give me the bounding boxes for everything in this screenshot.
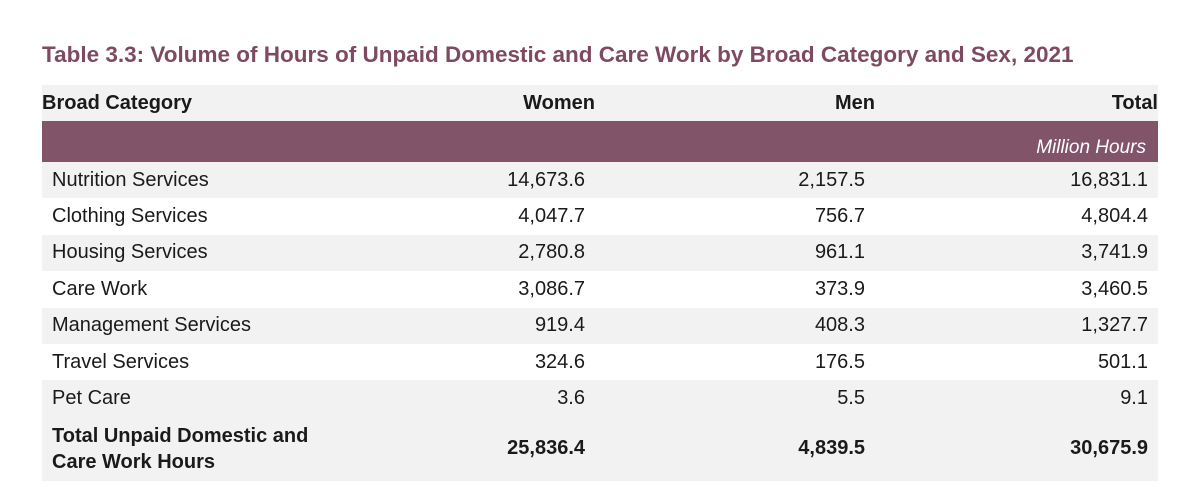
category-cell: Housing Services <box>42 234 412 272</box>
total-cell: 16,831.1 <box>875 162 1158 199</box>
category-cell: Nutrition Services <box>42 162 412 199</box>
women-cell: 3.6 <box>412 380 595 417</box>
header-men: Men <box>595 85 875 121</box>
table-row: Management Services 919.4 408.3 1,327.7 <box>42 307 1158 344</box>
header-row: Broad Category Women Men Total <box>42 85 1158 121</box>
total-cell: 1,327.7 <box>875 307 1158 344</box>
unit-band-row: Million Hours <box>42 121 1158 162</box>
total-cell: 501.1 <box>875 343 1158 381</box>
category-cell: Pet Care <box>42 380 412 417</box>
table-row: Nutrition Services 14,673.6 2,157.5 16,8… <box>42 162 1158 199</box>
women-cell: 2,780.8 <box>412 234 595 272</box>
men-cell: 373.9 <box>595 271 875 308</box>
total-women-cell: 25,836.4 <box>412 416 595 481</box>
category-cell: Care Work <box>42 271 412 308</box>
total-cell: 9.1 <box>875 380 1158 417</box>
women-cell: 3,086.7 <box>412 271 595 308</box>
total-men-cell: 4,839.5 <box>595 416 875 481</box>
header-broad-category: Broad Category <box>42 85 412 121</box>
men-cell: 961.1 <box>595 234 875 272</box>
women-cell: 4,047.7 <box>412 198 595 235</box>
unpaid-work-table: Million Hours Broad Category Women Men T… <box>42 85 1158 481</box>
table-caption: Table 3.3: Volume of Hours of Unpaid Dom… <box>42 42 1074 67</box>
total-row: Total Unpaid Domestic and Care Work Hour… <box>42 416 1158 481</box>
category-cell: Management Services <box>42 307 412 344</box>
women-cell: 14,673.6 <box>412 162 595 199</box>
women-cell: 919.4 <box>412 307 595 344</box>
header-women: Women <box>412 85 595 121</box>
men-cell: 176.5 <box>595 343 875 381</box>
unit-label: Million Hours <box>42 121 1158 162</box>
header-total: Total <box>875 85 1158 121</box>
total-total-cell: 30,675.9 <box>875 416 1158 481</box>
men-cell: 2,157.5 <box>595 162 875 199</box>
table-row: Pet Care 3.6 5.5 9.1 <box>42 380 1158 417</box>
table-row: Travel Services 324.6 176.5 501.1 <box>42 343 1158 381</box>
total-category-cell: Total Unpaid Domestic and Care Work Hour… <box>52 424 309 473</box>
data-table-container: Million Hours Broad Category Women Men T… <box>42 85 1158 481</box>
men-cell: 5.5 <box>595 380 875 417</box>
table-row: Care Work 3,086.7 373.9 3,460.5 <box>42 271 1158 308</box>
total-cell: 4,804.4 <box>875 198 1158 235</box>
category-cell: Travel Services <box>42 343 412 381</box>
total-cell: 3,460.5 <box>875 271 1158 308</box>
table-row: Clothing Services 4,047.7 756.7 4,804.4 <box>42 198 1158 235</box>
category-cell: Clothing Services <box>42 198 412 235</box>
total-cell: 3,741.9 <box>875 234 1158 272</box>
men-cell: 408.3 <box>595 307 875 344</box>
men-cell: 756.7 <box>595 198 875 235</box>
women-cell: 324.6 <box>412 343 595 381</box>
table-row: Housing Services 2,780.8 961.1 3,741.9 <box>42 234 1158 272</box>
